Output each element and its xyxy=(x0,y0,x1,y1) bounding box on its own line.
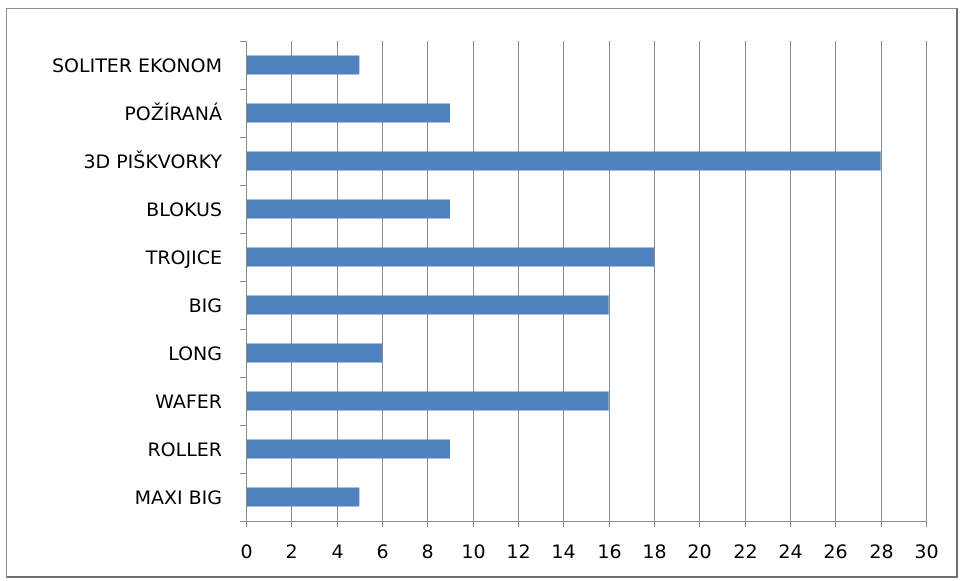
x-tick-label-24: 24 xyxy=(778,541,802,563)
bars xyxy=(247,55,881,507)
category-label-1: POŽÍRANÁ xyxy=(124,102,222,125)
x-tick-label-8: 8 xyxy=(421,541,433,563)
x-tick-label-4: 4 xyxy=(331,541,343,563)
bar-6 xyxy=(247,343,382,363)
x-tick-label-14: 14 xyxy=(551,541,575,563)
x-tick-label-26: 26 xyxy=(823,541,847,563)
category-label-2: 3D PIŠKVORKY xyxy=(83,149,222,173)
axes xyxy=(240,41,927,527)
bar-9 xyxy=(247,487,360,507)
category-label-4: TROJICE xyxy=(145,247,222,269)
bar-2 xyxy=(247,151,881,171)
category-label-5: BIG xyxy=(189,295,222,317)
bar-5 xyxy=(247,295,609,315)
chart-frame xyxy=(6,8,958,578)
category-label-7: WAFER xyxy=(155,391,222,413)
x-tick-label-18: 18 xyxy=(642,541,666,563)
x-tick-label-0: 0 xyxy=(240,541,252,563)
category-labels: SOLITER EKONOM POŽÍRANÁ 3D PIŠKVORKY BLOKUS… xyxy=(52,55,222,509)
x-tick-label-30: 30 xyxy=(914,541,938,563)
x-tick-label-12: 12 xyxy=(506,541,530,563)
bar-7 xyxy=(247,391,609,411)
category-label-8: ROLLER xyxy=(147,439,222,461)
x-tick-label-22: 22 xyxy=(733,541,757,563)
x-tick-labels: 0 2 4 6 8 10 12 14 16 18 20 22 24 26 28 30 xyxy=(240,541,938,563)
x-tick-label-28: 28 xyxy=(869,541,893,563)
bar-0 xyxy=(247,55,360,75)
x-tick-label-2: 2 xyxy=(285,541,297,563)
bar-8 xyxy=(247,439,450,459)
bar-1 xyxy=(247,103,450,123)
x-tick-label-20: 20 xyxy=(687,541,711,563)
category-label-3: BLOKUS xyxy=(146,199,222,221)
category-label-6: LONG xyxy=(168,343,222,365)
bar-4 xyxy=(247,247,654,267)
category-label-0: SOLITER EKONOM xyxy=(52,55,222,77)
category-label-9: MAXI BIG xyxy=(135,487,222,509)
x-tick-label-16: 16 xyxy=(597,541,621,563)
x-tick-label-10: 10 xyxy=(461,541,485,563)
bar-3 xyxy=(247,199,450,219)
x-tick-label-6: 6 xyxy=(376,541,388,563)
